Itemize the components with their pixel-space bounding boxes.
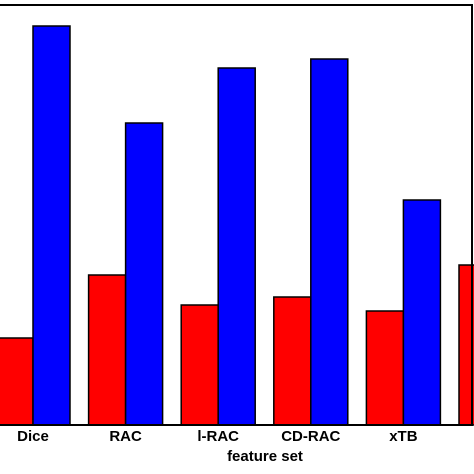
x-tick-label: CD-RAC xyxy=(281,428,340,445)
bar xyxy=(32,25,71,426)
bar xyxy=(273,296,312,426)
x-tick-label: Dice xyxy=(17,428,49,445)
x-tick-label: l-RAC xyxy=(197,428,239,445)
bar xyxy=(402,199,442,426)
bar xyxy=(217,67,256,426)
bar xyxy=(0,337,34,426)
bar xyxy=(310,58,349,426)
x-tick-label: xTB xyxy=(389,428,418,445)
bar xyxy=(365,310,405,426)
x-axis-label: feature set xyxy=(227,448,303,465)
bar xyxy=(180,304,219,426)
bar xyxy=(124,122,164,426)
bar xyxy=(458,264,474,426)
bar xyxy=(87,274,127,426)
plot-frame xyxy=(0,4,473,426)
x-tick-label: RAC xyxy=(109,428,142,445)
